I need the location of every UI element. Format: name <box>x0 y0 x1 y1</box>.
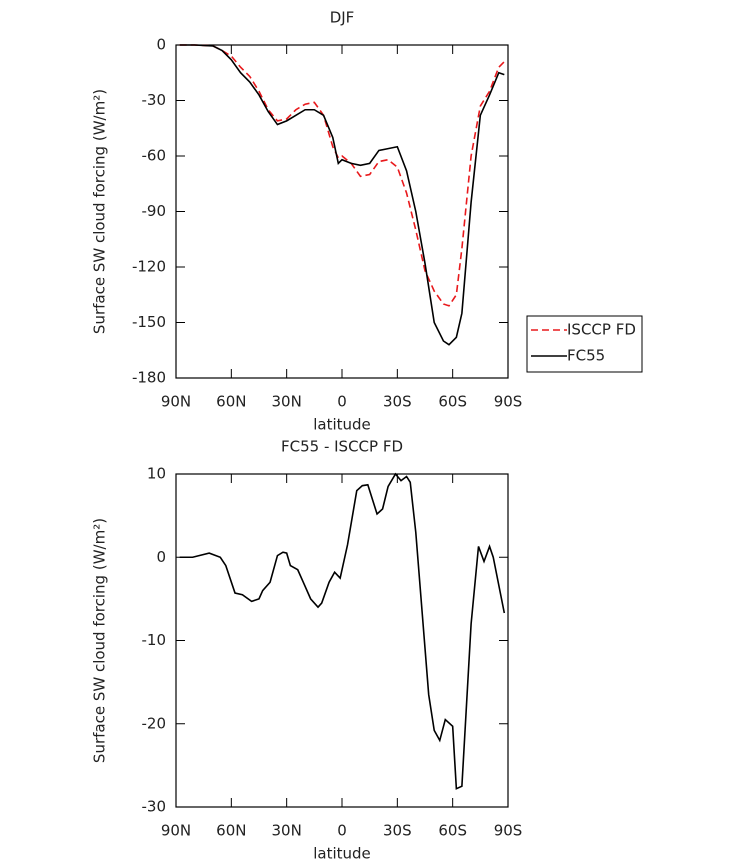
legend-label: ISCCP FD <box>567 321 636 339</box>
data-line <box>179 44 505 307</box>
x-tick-label: 60S <box>438 393 467 411</box>
y-tick-label: 10 <box>147 465 166 483</box>
x-tick-label: 0 <box>337 393 347 411</box>
x-axis-label: latitude <box>313 845 371 863</box>
legend-label: FC55 <box>567 347 605 365</box>
data-line <box>179 472 506 790</box>
y-tick-label: -20 <box>142 714 167 732</box>
y-tick-label: -30 <box>142 91 167 109</box>
y-tick-label: -60 <box>142 147 167 165</box>
y-tick-label: -150 <box>132 313 166 331</box>
data-line <box>179 44 505 346</box>
y-axis-label: Surface SW cloud forcing (W/m²) <box>91 518 109 763</box>
plot-frame <box>175 473 509 808</box>
x-tick-label: 90S <box>494 393 523 411</box>
x-tick-label: 90S <box>494 822 523 840</box>
y-tick-label: -180 <box>132 369 166 387</box>
x-tick-label: 30S <box>383 393 412 411</box>
legend-box <box>526 315 643 373</box>
x-tick-label: 60N <box>216 393 246 411</box>
y-tick-label: -30 <box>142 798 167 816</box>
y-tick-label: -90 <box>142 202 167 220</box>
x-tick-label: 0 <box>337 822 347 840</box>
x-axis-label: latitude <box>313 416 371 434</box>
y-tick-label: -120 <box>132 258 166 276</box>
chart-title: FC55 - ISCCP FD <box>281 438 403 456</box>
x-tick-label: 90N <box>161 393 191 411</box>
chart-title: DJF <box>330 9 355 27</box>
y-axis-label: Surface SW cloud forcing (W/m²) <box>91 89 109 334</box>
y-tick-label: 0 <box>156 36 166 54</box>
x-tick-label: 30N <box>272 822 302 840</box>
x-tick-label: 30S <box>383 822 412 840</box>
y-tick-label: 0 <box>156 548 166 566</box>
x-tick-label: 30N <box>272 393 302 411</box>
x-tick-label: 90N <box>161 822 191 840</box>
x-tick-label: 60N <box>216 822 246 840</box>
x-tick-label: 60S <box>438 822 467 840</box>
y-tick-label: -10 <box>142 631 167 649</box>
plot-frame <box>175 44 509 379</box>
